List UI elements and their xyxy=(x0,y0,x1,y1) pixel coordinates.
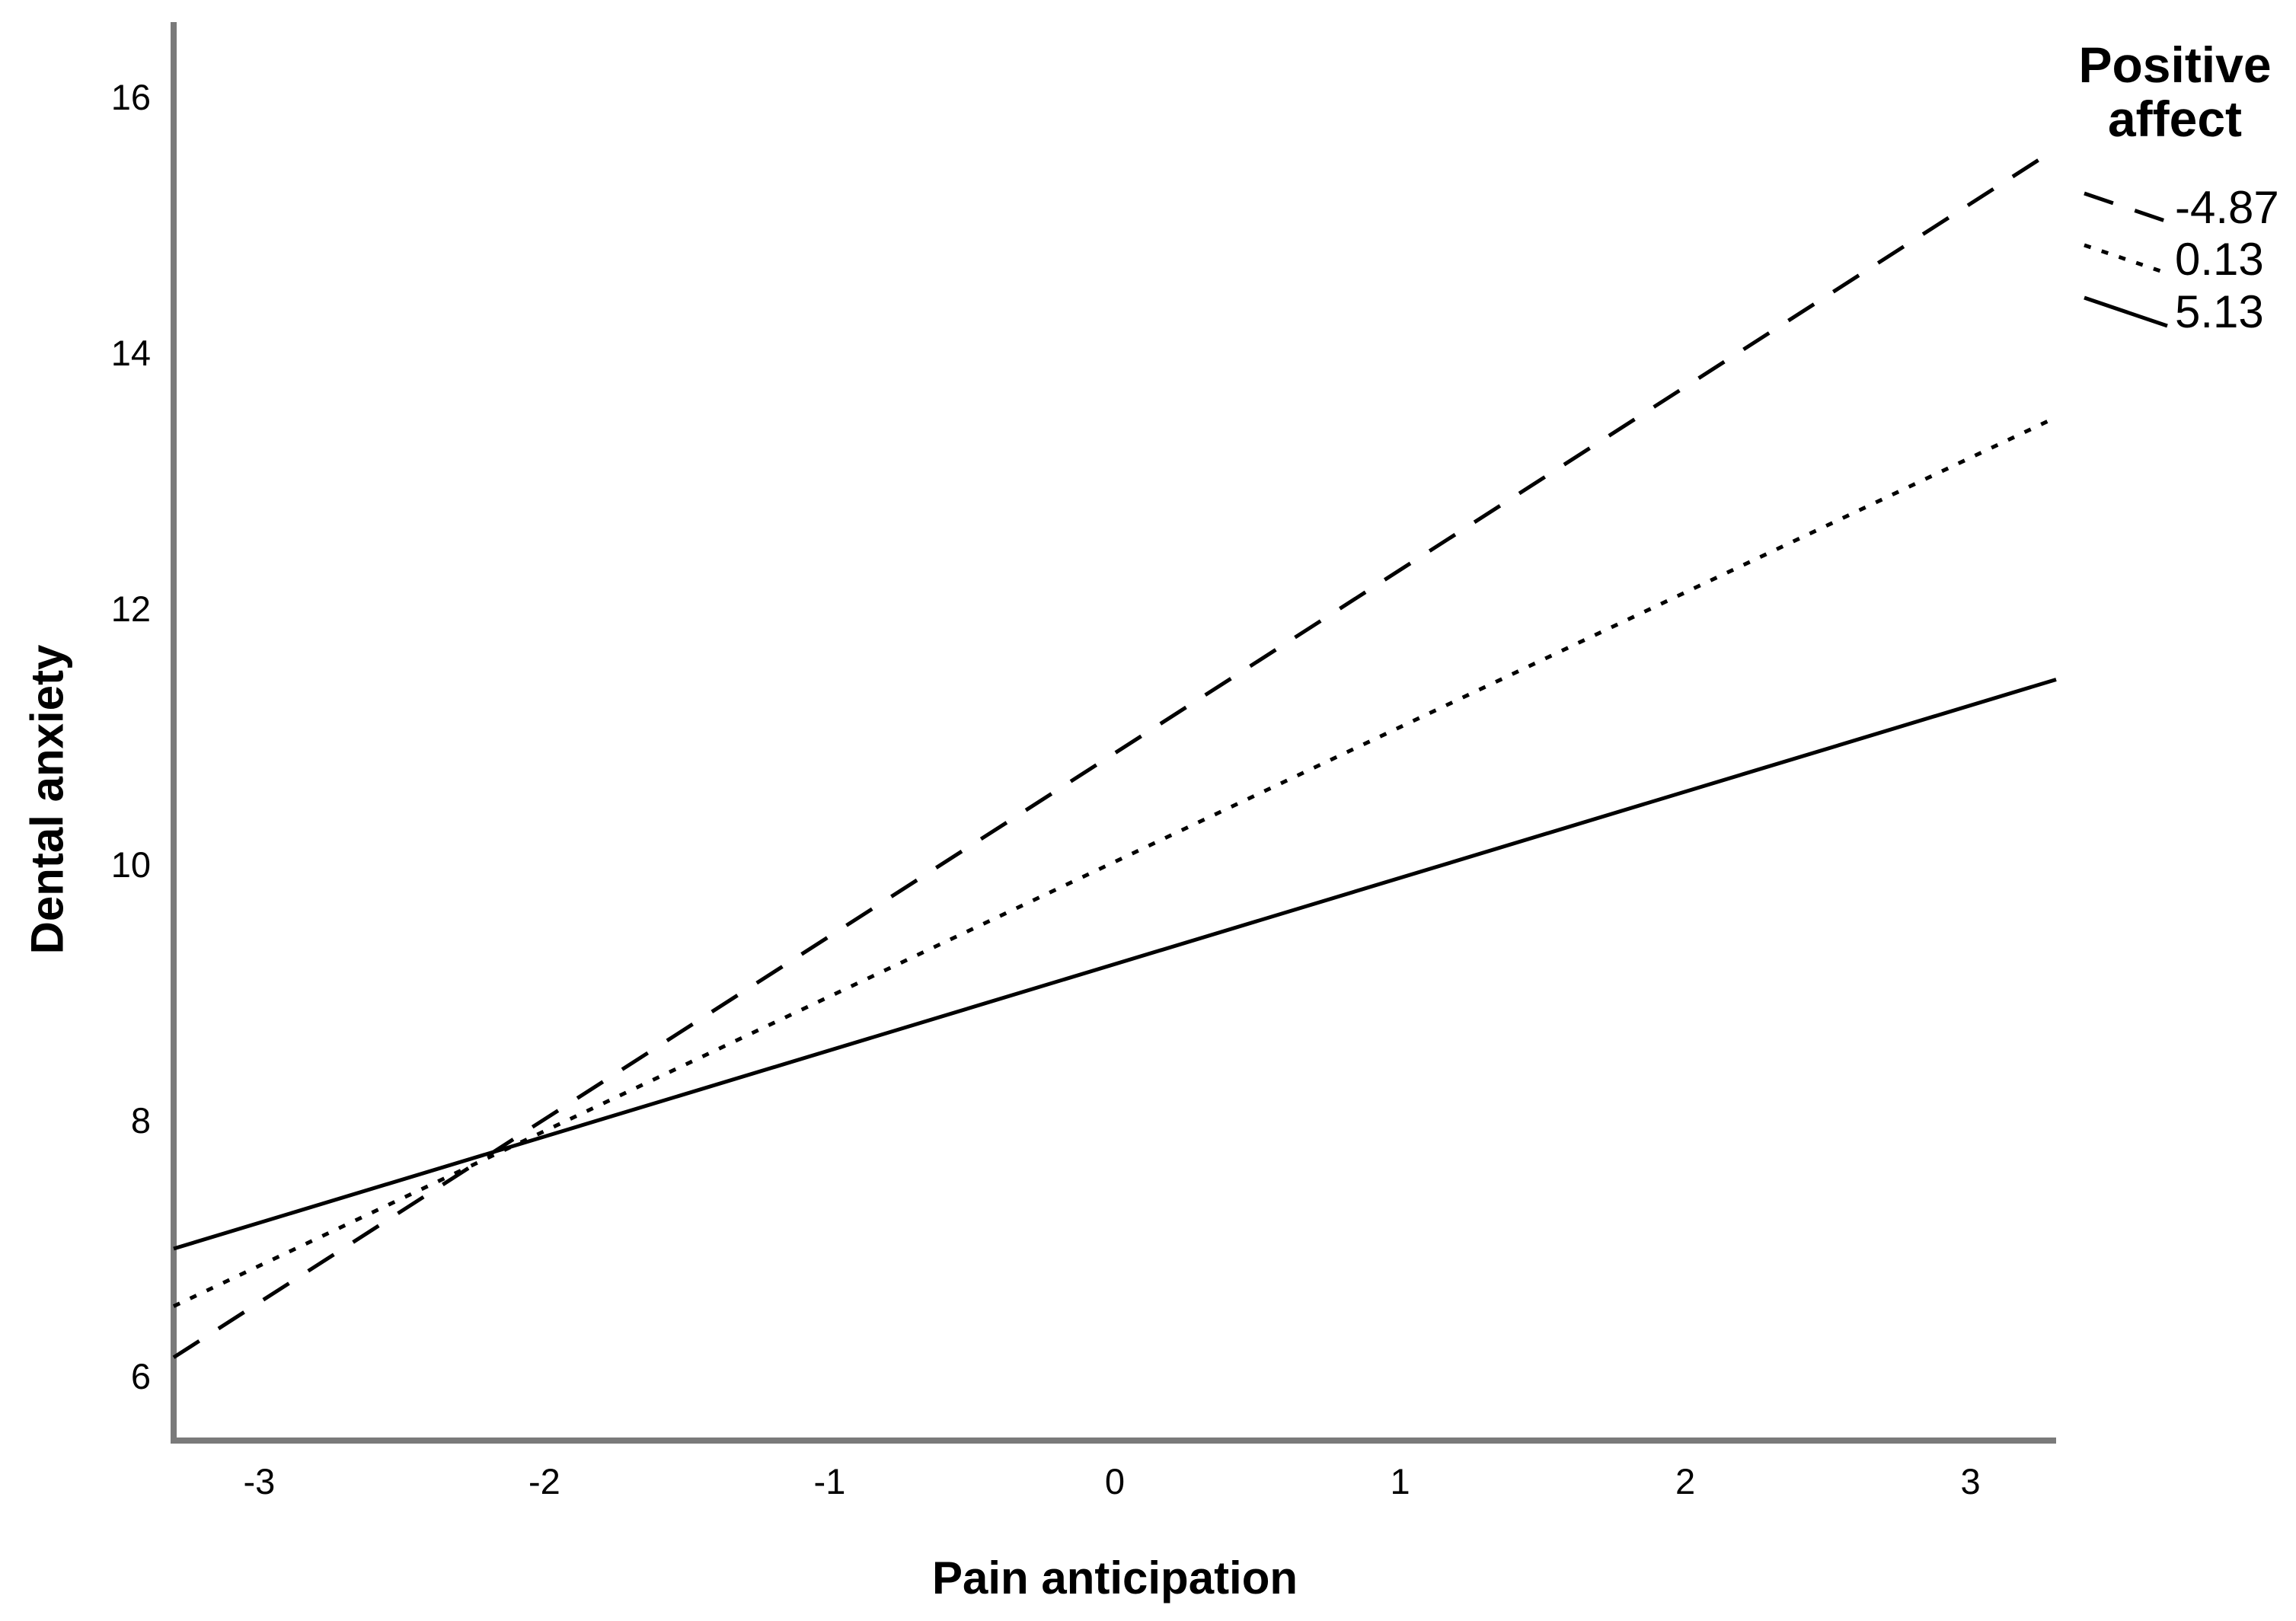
legend-entry-label: 0.13 xyxy=(2175,234,2264,285)
x-tick-label: -3 xyxy=(243,1461,276,1501)
series-lines-group xyxy=(172,147,2058,1359)
x-tick-label: -2 xyxy=(528,1461,560,1501)
x-tick-label: 1 xyxy=(1390,1461,1410,1501)
legend-swatch-dotted xyxy=(2084,243,2168,276)
legend-title: Positive affect xyxy=(2078,37,2272,147)
legend-swatches-group xyxy=(2084,191,2168,328)
series-line-dashed xyxy=(172,147,2058,1359)
y-tick-label: 14 xyxy=(110,333,151,374)
y-axis-title: Dental anxiety xyxy=(21,644,73,955)
y-tick-label: 10 xyxy=(110,844,151,885)
y-tick-label: 12 xyxy=(110,589,151,630)
y-tick-label: 6 xyxy=(130,1356,151,1396)
y-tick-label: 16 xyxy=(110,77,151,118)
y-tick-label: 8 xyxy=(130,1100,151,1141)
legend-swatch-solid xyxy=(2084,295,2168,328)
series-line-solid xyxy=(173,678,2057,1251)
x-tick-label: 0 xyxy=(1104,1461,1126,1501)
series-line-dotted xyxy=(172,415,2058,1308)
x-tick-label: 2 xyxy=(1675,1461,1696,1501)
x-tick-label: 3 xyxy=(1960,1461,1981,1501)
x-axis-title: Pain anticipation xyxy=(931,1552,1298,1603)
x-tick-label: -1 xyxy=(813,1461,846,1501)
legend-entry-label: -4.87 xyxy=(2175,182,2279,233)
legend-swatch-dashed xyxy=(2084,191,2168,224)
legend-entry-label: 5.13 xyxy=(2175,286,2264,337)
